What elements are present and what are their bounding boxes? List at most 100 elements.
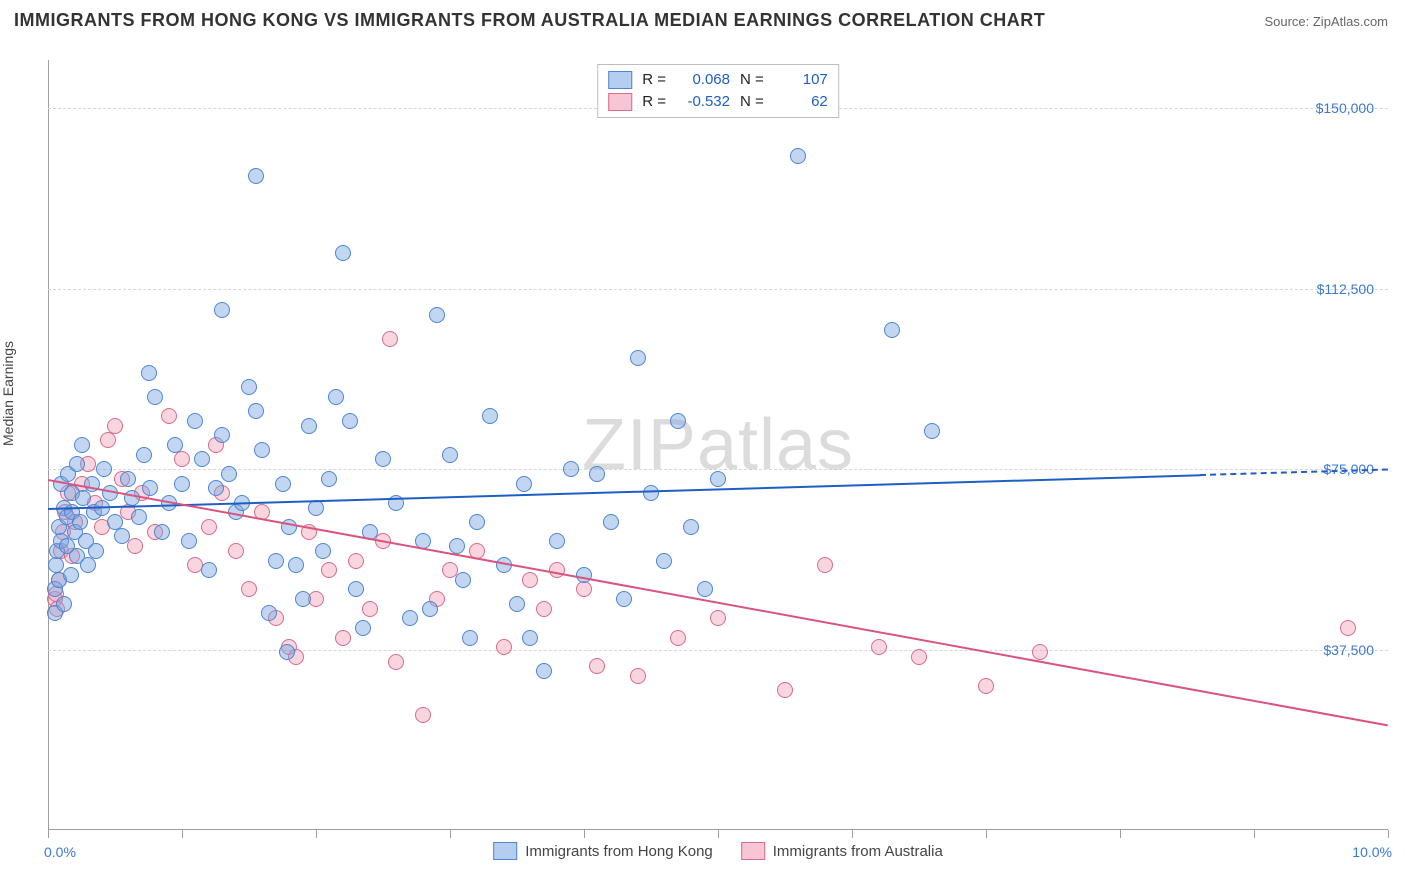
data-point — [268, 553, 284, 569]
data-point — [214, 302, 230, 318]
data-point — [462, 630, 478, 646]
data-point — [254, 442, 270, 458]
data-point — [589, 658, 605, 674]
data-point — [201, 562, 217, 578]
data-point — [522, 572, 538, 588]
x-axis-min: 0.0% — [44, 844, 76, 860]
gridline — [48, 289, 1388, 290]
data-point — [56, 596, 72, 612]
data-point — [402, 610, 418, 626]
legend-swatch-hk — [493, 842, 517, 860]
data-point — [194, 451, 210, 467]
data-point — [124, 490, 140, 506]
data-point — [656, 553, 672, 569]
data-point — [174, 451, 190, 467]
data-point — [382, 331, 398, 347]
data-point — [221, 466, 237, 482]
data-point — [120, 471, 136, 487]
data-point — [241, 581, 257, 597]
data-point — [114, 528, 130, 544]
data-point — [1032, 644, 1048, 660]
data-point — [181, 533, 197, 549]
data-point — [261, 605, 277, 621]
data-point — [88, 543, 104, 559]
data-point — [74, 437, 90, 453]
data-point — [295, 591, 311, 607]
data-point — [208, 480, 224, 496]
data-point — [710, 471, 726, 487]
data-point — [75, 490, 91, 506]
correlation-legend: R =0.068 N =107 R =-0.532 N =62 — [597, 64, 839, 118]
y-tick-label: $150,000 — [1316, 100, 1374, 116]
data-point — [496, 639, 512, 655]
data-point — [187, 413, 203, 429]
data-point — [348, 581, 364, 597]
x-tick — [450, 830, 451, 838]
x-tick — [986, 830, 987, 838]
data-point — [96, 461, 112, 477]
data-point — [161, 408, 177, 424]
x-axis-max: 10.0% — [1352, 844, 1392, 860]
data-point — [100, 432, 116, 448]
data-point — [978, 678, 994, 694]
data-point — [777, 682, 793, 698]
gridline — [48, 650, 1388, 651]
data-point — [884, 322, 900, 338]
data-point — [375, 451, 391, 467]
data-point — [563, 461, 579, 477]
data-point — [275, 476, 291, 492]
x-tick — [1120, 830, 1121, 838]
data-point — [279, 644, 295, 660]
data-point — [429, 307, 445, 323]
data-point — [670, 630, 686, 646]
x-tick — [316, 830, 317, 838]
data-point — [509, 596, 525, 612]
data-point — [131, 509, 147, 525]
legend-swatch-hk — [608, 71, 632, 89]
data-point — [248, 168, 264, 184]
x-tick — [48, 830, 49, 838]
data-point — [136, 447, 152, 463]
data-point — [321, 562, 337, 578]
y-axis-label: Median Earnings — [0, 341, 16, 446]
data-point — [516, 476, 532, 492]
data-point — [241, 379, 257, 395]
legend-swatch-au — [741, 842, 765, 860]
data-point — [107, 418, 123, 434]
data-point — [630, 668, 646, 684]
data-point — [449, 538, 465, 554]
data-point — [576, 581, 592, 597]
data-point — [147, 389, 163, 405]
data-point — [549, 562, 565, 578]
data-point — [388, 654, 404, 670]
x-tick — [1254, 830, 1255, 838]
data-point — [1340, 620, 1356, 636]
data-point — [536, 601, 552, 617]
x-tick — [1388, 830, 1389, 838]
data-point — [422, 601, 438, 617]
chart-title: IMMIGRANTS FROM HONG KONG VS IMMIGRANTS … — [14, 10, 1045, 31]
data-point — [522, 630, 538, 646]
data-point — [683, 519, 699, 535]
data-point — [817, 557, 833, 573]
data-point — [616, 591, 632, 607]
data-point — [576, 567, 592, 583]
y-tick-label: $37,500 — [1323, 642, 1374, 658]
data-point — [141, 365, 157, 381]
data-point — [167, 437, 183, 453]
data-point — [362, 601, 378, 617]
data-point — [603, 514, 619, 530]
data-point — [697, 581, 713, 597]
data-point — [348, 553, 364, 569]
x-tick — [852, 830, 853, 838]
data-point — [228, 543, 244, 559]
scatter-plot: $37,500$75,000$112,500$150,000 ZIPatlas … — [48, 60, 1388, 830]
data-point — [482, 408, 498, 424]
source-attribution: Source: ZipAtlas.com — [1264, 14, 1388, 29]
data-point — [342, 413, 358, 429]
data-point — [536, 663, 552, 679]
data-point — [911, 649, 927, 665]
y-tick-label: $112,500 — [1317, 281, 1374, 297]
data-point — [248, 403, 264, 419]
data-point — [174, 476, 190, 492]
